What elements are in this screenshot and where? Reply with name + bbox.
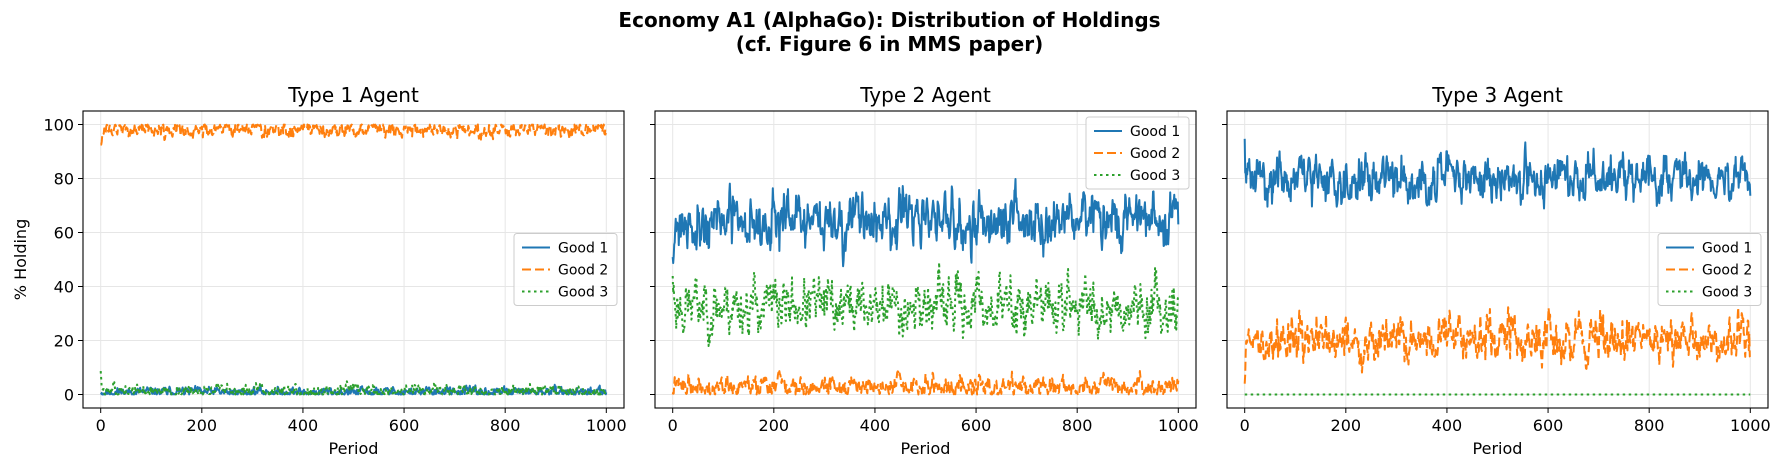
plot-frame [82, 110, 625, 409]
x-tick-label: 200 [1331, 416, 1362, 435]
legend-label: Good 3 [1130, 168, 1180, 184]
y-axis-label: % Holding [11, 219, 30, 300]
legend-label: Good 2 [558, 263, 608, 279]
chart-panel-2: 0 200 400 600 800 1000 Type 2 Agent Period Good … [650, 83, 1199, 458]
legend-label: Good 3 [1702, 285, 1752, 301]
series-line-good-1 [671, 177, 1180, 268]
series-line-good-1 [1243, 138, 1752, 210]
x-tick-label: 200 [759, 416, 790, 435]
y-tick-label: 20 [54, 332, 74, 351]
x-tick-label: 800 [1062, 416, 1093, 435]
legend-label: Good 2 [1130, 146, 1180, 162]
x-tick-label: 600 [389, 416, 420, 435]
figure-title: Economy A1 (AlphaGo): Distribution of Ho… [618, 8, 1161, 32]
x-tick-label: 400 [1432, 416, 1463, 435]
legend: Good 1 Good 2 Good 3 [513, 233, 618, 306]
legend-label: Good 1 [1702, 241, 1752, 257]
x-tick-label: 600 [961, 416, 992, 435]
y-tick-label: 0 [64, 386, 74, 405]
plot-frame [1226, 110, 1769, 409]
legend: Good 1 Good 2 Good 3 [1657, 233, 1762, 306]
x-tick-label: 800 [490, 416, 521, 435]
plot-frame [654, 110, 1197, 409]
x-tick-label: 400 [860, 416, 891, 435]
x-tick-label: 600 [1533, 416, 1564, 435]
legend-label: Good 1 [558, 241, 608, 257]
x-tick-label: 1000 [1158, 416, 1199, 435]
x-tick-label: 1000 [586, 416, 627, 435]
x-tick-label: 1000 [1730, 416, 1771, 435]
legend-box [513, 233, 618, 306]
series-line-good-2 [1243, 306, 1752, 384]
x-axis-label: Period [329, 439, 379, 458]
y-tick-label: 60 [54, 224, 74, 243]
legend-label: Good 1 [1130, 124, 1180, 140]
y-tick-label: 100 [43, 116, 74, 135]
series-line-good-3 [671, 261, 1180, 347]
legend-box [1657, 233, 1762, 306]
x-axis-label: Period [1473, 439, 1523, 458]
panel-title: Type 1 Agent [287, 83, 419, 107]
chart-panel-3: 0 200 400 600 800 1000 Type 3 Agent Period Good … [1222, 83, 1771, 458]
series-line-good-2 [671, 370, 1180, 396]
x-tick-label: 0 [1240, 416, 1250, 435]
y-tick-label: 80 [54, 170, 74, 189]
x-tick-label: 400 [288, 416, 319, 435]
chart-panel-1: 0 200 400 600 800 1000 0 20 40 60 80 100 Type 1 Agen… [11, 83, 627, 458]
x-tick-label: 0 [96, 416, 106, 435]
y-tick-label: 40 [54, 278, 74, 297]
panel-title: Type 3 Agent [1431, 83, 1563, 107]
panel-title: Type 2 Agent [859, 83, 991, 107]
x-tick-label: 0 [668, 416, 678, 435]
figure-subtitle: (cf. Figure 6 in MMS paper) [735, 32, 1044, 56]
legend-label: Good 2 [1702, 263, 1752, 279]
series-line-good-2 [100, 123, 607, 146]
x-tick-label: 200 [187, 416, 218, 435]
x-axis-label: Period [901, 439, 951, 458]
series-line-good-3 [99, 370, 607, 396]
legend-label: Good 3 [558, 285, 608, 301]
legend-box [1085, 116, 1190, 190]
legend: Good 1 Good 2 Good 3 [1085, 116, 1190, 190]
x-tick-label: 800 [1634, 416, 1665, 435]
